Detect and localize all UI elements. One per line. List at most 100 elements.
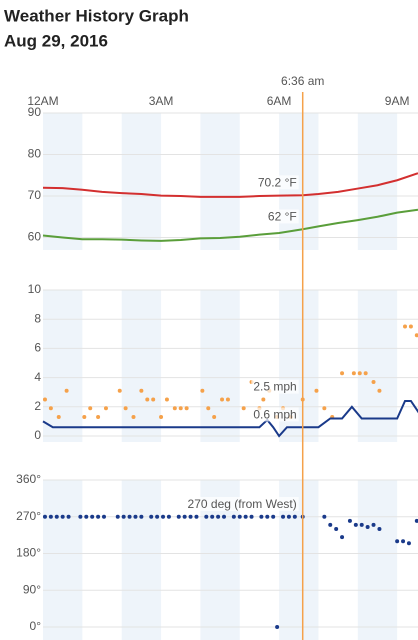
hour-band bbox=[357, 290, 398, 442]
data-dot bbox=[64, 388, 69, 393]
data-dot bbox=[403, 324, 408, 329]
data-dot bbox=[377, 527, 382, 531]
hour-band bbox=[121, 113, 162, 250]
data-dot bbox=[210, 514, 215, 519]
y-tick-label: 2 bbox=[34, 399, 41, 413]
data-dot bbox=[395, 539, 400, 544]
data-dot bbox=[281, 514, 286, 519]
y-tick-label: 90 bbox=[28, 105, 42, 119]
data-dot bbox=[237, 514, 242, 519]
label-bg bbox=[265, 209, 299, 224]
data-dot bbox=[127, 514, 132, 519]
y-tick-label: 60 bbox=[28, 230, 42, 244]
data-dot bbox=[340, 371, 345, 376]
data-dot bbox=[60, 514, 65, 519]
hour-band bbox=[121, 480, 162, 640]
data-dot bbox=[42, 397, 47, 402]
label-bg bbox=[251, 379, 299, 394]
data-dot bbox=[328, 522, 333, 527]
data-dot bbox=[56, 415, 61, 420]
label-bg bbox=[255, 175, 299, 190]
hour-band bbox=[43, 113, 83, 250]
data-dot bbox=[243, 514, 248, 519]
date: Aug 29, 2016 bbox=[4, 31, 108, 50]
data-dot bbox=[200, 388, 205, 393]
data-dot bbox=[231, 514, 236, 519]
y-tick-label: 270° bbox=[16, 509, 41, 523]
data-dot bbox=[139, 514, 144, 519]
data-dot bbox=[222, 514, 227, 519]
data-dot bbox=[84, 514, 89, 519]
data-dot bbox=[188, 514, 193, 519]
y-tick-label: 8 bbox=[34, 311, 41, 325]
data-dot bbox=[166, 514, 171, 519]
cursor-value-label: 2.5 mph bbox=[253, 380, 296, 394]
data-dot bbox=[101, 514, 106, 519]
data-dot bbox=[96, 514, 101, 519]
y-tick-label: 0° bbox=[30, 619, 42, 633]
data-dot bbox=[121, 514, 126, 519]
data-dot bbox=[96, 415, 101, 420]
data-dot bbox=[161, 514, 166, 519]
data-dot bbox=[149, 514, 154, 519]
data-dot bbox=[216, 514, 221, 519]
data-dot bbox=[271, 514, 276, 519]
data-dot bbox=[340, 535, 345, 540]
data-dot bbox=[206, 406, 211, 411]
y-tick-label: 70 bbox=[28, 188, 42, 202]
cursor-value-label: 62 °F bbox=[268, 209, 297, 223]
label-bg bbox=[251, 407, 299, 422]
data-dot bbox=[286, 514, 291, 519]
data-dot bbox=[178, 406, 183, 411]
data-dot bbox=[401, 539, 406, 544]
data-dot bbox=[322, 514, 327, 519]
data-dot bbox=[155, 514, 160, 519]
data-dot bbox=[145, 397, 150, 402]
data-dot bbox=[347, 518, 352, 523]
cursor-value-label: 0.6 mph bbox=[253, 407, 296, 421]
data-dot bbox=[151, 397, 156, 402]
series-line bbox=[42, 399, 418, 438]
data-dot bbox=[377, 388, 382, 393]
data-dot bbox=[90, 514, 95, 519]
y-tick-label: 10 bbox=[28, 282, 42, 296]
hour-band bbox=[357, 480, 398, 640]
data-dot bbox=[164, 397, 169, 402]
hour-band bbox=[43, 290, 83, 442]
data-dot bbox=[123, 406, 128, 411]
y-tick-label: 360° bbox=[16, 472, 41, 486]
data-dot bbox=[275, 625, 280, 629]
data-dot bbox=[172, 406, 177, 411]
data-dot bbox=[103, 406, 108, 411]
data-dot bbox=[365, 524, 370, 529]
y-tick-label: 0 bbox=[34, 428, 41, 442]
title: Weather History Graph bbox=[4, 6, 189, 25]
data-dot bbox=[131, 415, 136, 420]
data-dot bbox=[359, 522, 364, 527]
data-dot bbox=[139, 388, 144, 393]
data-dot bbox=[66, 514, 71, 519]
data-dot bbox=[212, 415, 217, 420]
x-tick-label: 12AM bbox=[27, 94, 58, 108]
data-dot bbox=[371, 379, 376, 384]
data-dot bbox=[334, 527, 339, 531]
data-dot bbox=[78, 514, 83, 519]
series-line bbox=[42, 208, 418, 242]
hour-band bbox=[200, 113, 240, 250]
data-dot bbox=[194, 514, 199, 519]
data-dot bbox=[115, 514, 120, 519]
data-dot bbox=[249, 514, 254, 519]
data-dot bbox=[225, 397, 230, 402]
data-dot bbox=[292, 514, 297, 519]
y-tick-label: 6 bbox=[34, 341, 41, 355]
data-dot bbox=[406, 541, 411, 546]
data-dot bbox=[414, 518, 418, 523]
data-dot bbox=[182, 514, 187, 519]
data-dot bbox=[353, 522, 358, 527]
data-dot bbox=[184, 406, 189, 411]
x-tick-label: 9AM bbox=[385, 94, 410, 108]
y-tick-label: 90° bbox=[23, 582, 41, 596]
data-dot bbox=[261, 397, 266, 402]
data-dot bbox=[48, 514, 53, 519]
data-dot bbox=[48, 406, 53, 411]
